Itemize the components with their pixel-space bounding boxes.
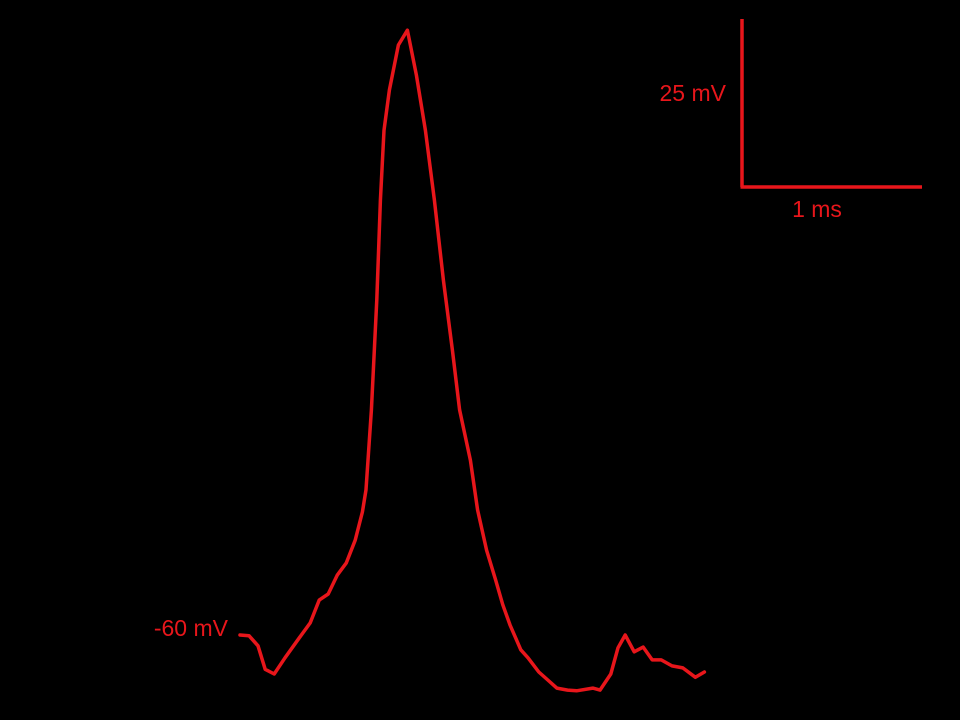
baseline-label: -60 mV [154,615,229,641]
voltage-trace [238,28,707,693]
time-scale-label: 1 ms [792,196,842,222]
voltage-scale-label: 25 mV [660,80,727,106]
